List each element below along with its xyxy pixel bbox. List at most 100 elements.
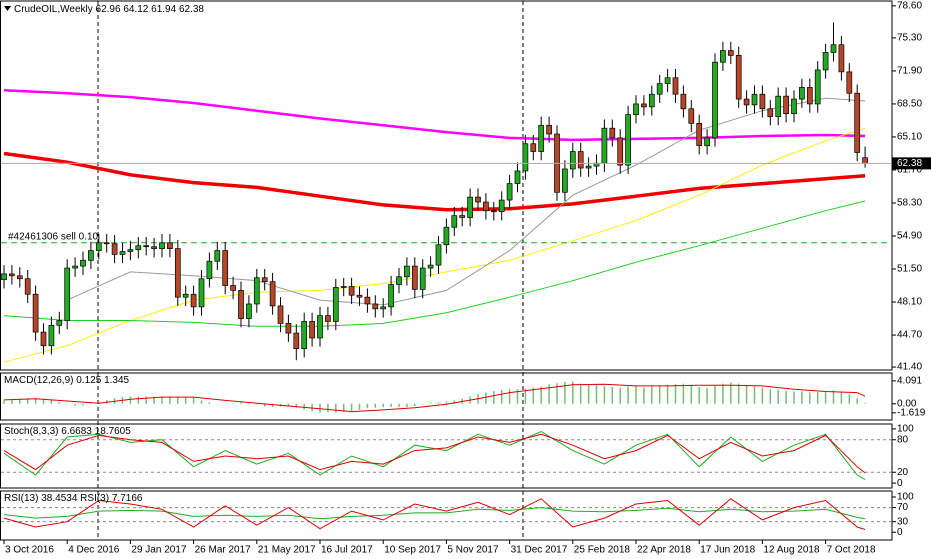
indicator-value: 7.7166: [112, 493, 143, 504]
candle-body: [269, 281, 276, 307]
candle-body: [569, 151, 576, 170]
oscillator-line: [3, 431, 866, 480]
candle-body: [143, 245, 150, 248]
candle-body: [325, 315, 331, 322]
panel-frame: [0, 372, 893, 421]
candle-body: [696, 123, 703, 147]
candle-body: [404, 265, 410, 278]
candle-body: [735, 55, 742, 100]
symbol-menu-icon[interactable]: [4, 6, 11, 11]
x-tick-label: 21 May 2017: [258, 545, 316, 556]
candle-body: [396, 276, 402, 285]
candle-body: [348, 286, 355, 296]
candle-body: [88, 250, 94, 261]
candle-body: [830, 44, 837, 53]
candle-body: [854, 92, 861, 153]
candle-body: [159, 242, 165, 249]
candle-body: [127, 249, 134, 252]
x-tick-label: 10 Sep 2017: [384, 545, 441, 556]
candle-body: [680, 93, 687, 110]
candle-body: [656, 83, 663, 95]
candle-body: [32, 293, 39, 333]
ohlc-value: 64.12: [123, 4, 148, 15]
candle-body: [806, 87, 813, 105]
panel-header: RSI(13) 38.4534 RSI(3) 7.7166: [4, 493, 143, 504]
candle-body: [838, 44, 845, 73]
symbol-title: CrudeOIL,Weekly: [14, 4, 93, 15]
candle-body: [411, 265, 418, 290]
x-tick-label: 26 Mar 2017: [195, 545, 252, 556]
candle-body: [759, 93, 766, 110]
candle-body: [451, 215, 458, 228]
candle-body: [1, 273, 7, 281]
candle-body: [475, 196, 481, 203]
candle-body: [822, 52, 829, 71]
candle-body: [767, 108, 774, 117]
candle-body: [799, 87, 805, 100]
candle-body: [791, 98, 797, 114]
moving-average: [3, 89, 866, 142]
candle-body: [490, 210, 497, 213]
candle-body: [862, 157, 868, 164]
candle-body: [641, 103, 647, 108]
candle-body: [206, 260, 213, 280]
candle-body: [230, 285, 236, 291]
indicator-value: 6.6683: [61, 426, 92, 437]
moving-average: [3, 200, 866, 327]
candle-body: [538, 124, 545, 152]
y-tick-label: 0.00: [897, 398, 917, 409]
candle-body: [72, 265, 78, 269]
candle-body: [135, 245, 142, 250]
x-tick-label: 17 Jun 2018: [700, 545, 755, 556]
candle-body: [514, 170, 521, 184]
candle-body: [846, 71, 853, 94]
candle-body: [182, 293, 189, 298]
y-tick-label: 68.50: [897, 99, 922, 110]
indicator-title: RSI(3): [80, 493, 109, 504]
candle-body: [332, 287, 339, 322]
y-tick-label: 100: [897, 492, 914, 503]
candle-body: [585, 165, 592, 169]
candle-body: [625, 114, 631, 166]
candle-body: [459, 215, 466, 218]
y-tick-label: 78.60: [897, 0, 922, 11]
candle-body: [601, 127, 608, 164]
y-tick-label: 75.30: [897, 33, 922, 44]
indicator-value: 0.125: [76, 375, 101, 386]
candle-body: [111, 243, 118, 255]
candle-body: [356, 294, 363, 298]
panel-frame: [0, 0, 893, 371]
candle-body: [364, 296, 371, 305]
candle-body: [64, 267, 71, 321]
x-tick-label: 16 Jul 2017: [321, 545, 373, 556]
ohlc-value: 62.38: [179, 4, 204, 15]
candle-body: [380, 306, 387, 310]
panel-frame: [0, 490, 893, 541]
y-tick-label: 44.70: [897, 330, 922, 341]
indicator-value: 18.7605: [95, 426, 132, 437]
x-tick-label: 12 Aug 2018: [763, 545, 820, 556]
candle-body: [483, 201, 489, 212]
candle-body: [261, 277, 268, 282]
indicator-title: RSI(13): [4, 493, 38, 504]
candle-body: [435, 244, 442, 266]
oscillator-line: [3, 507, 866, 520]
candle-body: [775, 95, 782, 117]
y-tick-label: -1.619: [897, 407, 926, 418]
candle-body: [309, 321, 315, 339]
candle-body: [522, 143, 529, 172]
x-tick-label: 7 Oct 2018: [827, 545, 876, 556]
y-tick-label: 0: [897, 478, 903, 489]
moving-average: [3, 127, 866, 363]
moving-average: [3, 151, 866, 212]
ohlc-value: 62.96: [96, 4, 121, 15]
candle-body: [506, 183, 513, 201]
candle-body: [317, 315, 323, 339]
candle-body: [388, 284, 394, 308]
candle-body: [56, 320, 63, 326]
x-tick-label: 5 Nov 2017: [447, 545, 499, 556]
candle-body: [664, 77, 671, 84]
candle-body: [40, 331, 47, 347]
y-tick-label: 80: [897, 434, 909, 445]
